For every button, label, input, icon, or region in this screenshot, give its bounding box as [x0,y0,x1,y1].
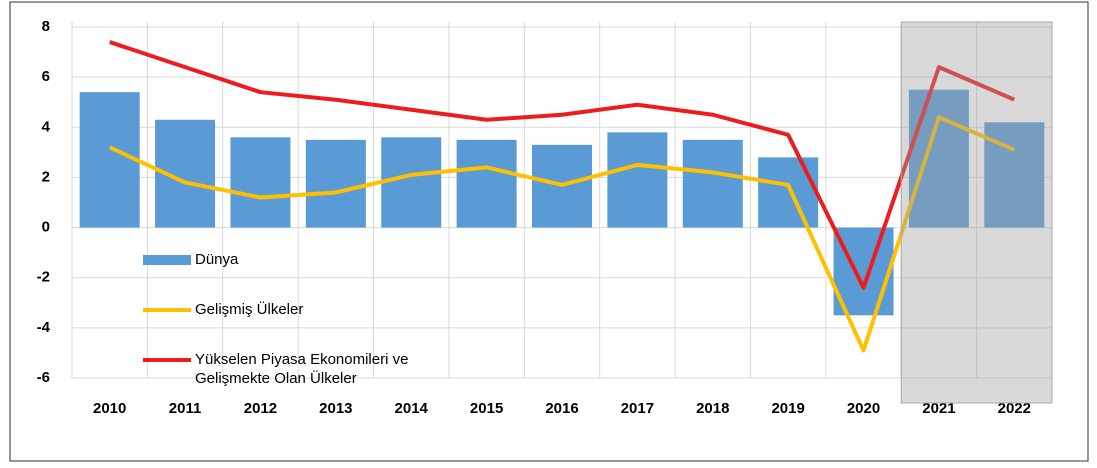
legend-label: Gelişmiş Ülkeler [195,301,304,318]
line [108,115,1016,353]
x-tick-label: 2016 [545,400,578,417]
bar [607,132,668,228]
x-tick-label: 2011 [169,400,202,417]
line [109,40,1016,290]
legend-label: Yükselen Piyasa Ekonomileri ve Gelişmekt… [195,351,409,387]
x-tick-label: 2018 [696,400,729,417]
x-tick-label: 2019 [771,400,804,417]
bar [758,157,819,228]
chart-border [9,1,1089,462]
shaded-region [900,21,1053,404]
bar [682,139,743,228]
x-tick-label: 2022 [998,400,1031,417]
y-tick-label: -4 [37,319,51,336]
bar [230,137,291,228]
y-tick-label: 8 [42,18,50,35]
x-tick-label: 2012 [244,400,277,417]
legend-label: Dünya [195,251,239,268]
y-tick-label: -6 [37,369,50,386]
x-tick-label: 2014 [395,400,429,417]
bar [833,227,894,316]
legend-swatch [143,255,191,265]
y-tick-label: 4 [42,118,51,135]
bar [79,92,140,228]
x-tick-label: 2017 [621,400,654,417]
x-tick-label: 2013 [319,400,352,417]
bar [305,139,366,228]
bar [456,139,517,228]
bar [908,89,969,228]
y-tick-label: 2 [42,168,50,185]
y-tick-label: 6 [42,68,50,85]
y-tick-label: 0 [42,219,50,236]
bar [381,137,442,228]
y-tick-label: -2 [37,269,50,286]
x-tick-label: 2015 [470,400,503,417]
x-tick-label: 2010 [93,400,126,417]
x-tick-label: 2021 [922,400,955,417]
x-tick-label: 2020 [847,400,880,417]
